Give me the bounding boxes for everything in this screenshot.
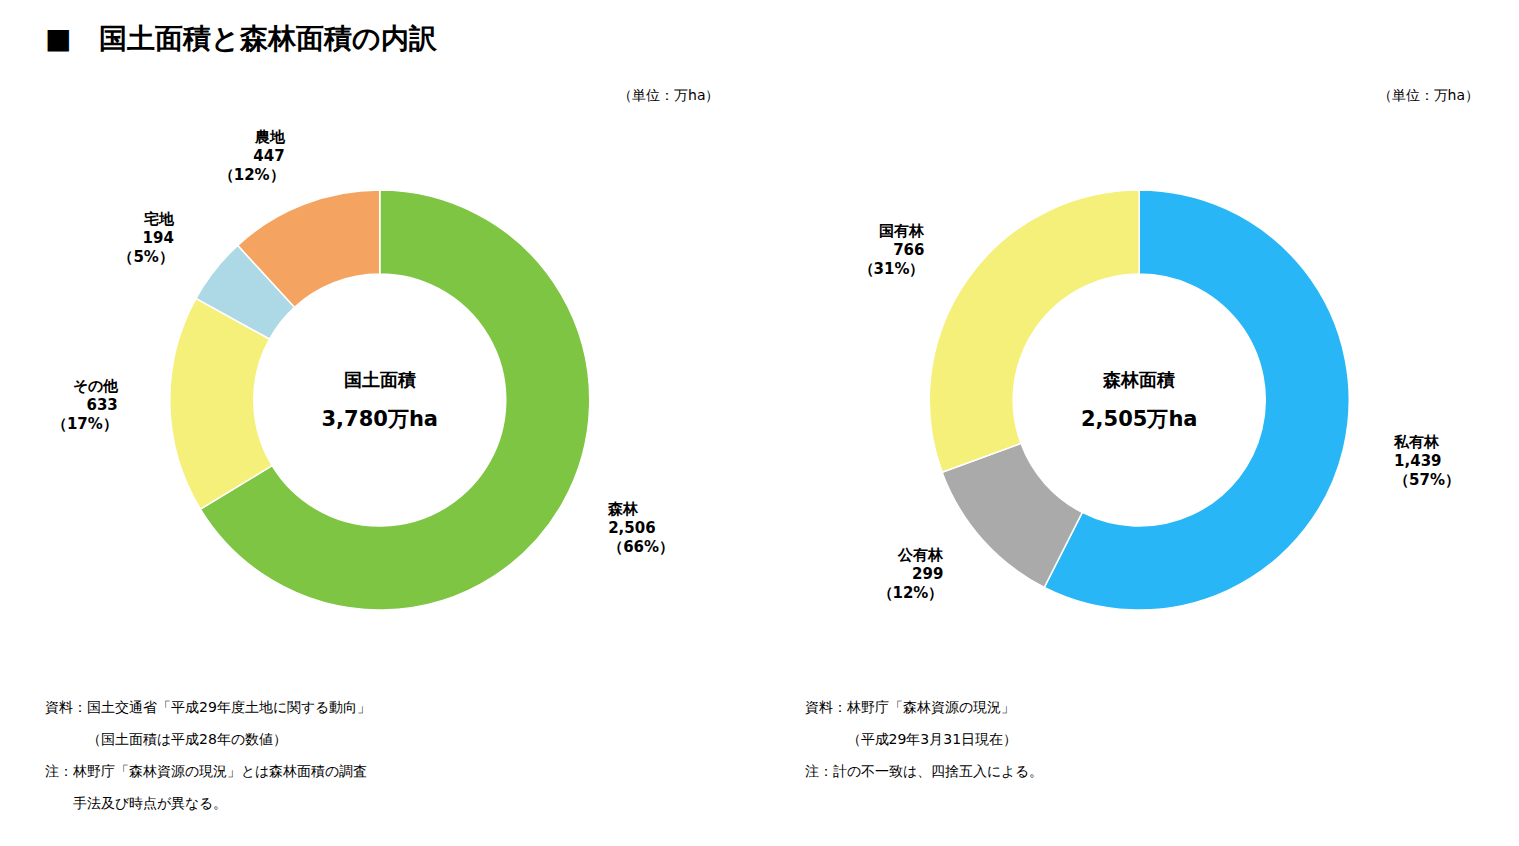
slice-label-line: 私有林	[1393, 433, 1440, 451]
center-text: 国土面積 3,780万ha	[321, 369, 438, 431]
center-text-line: 森林面積	[1102, 369, 1175, 390]
slice-label-line: 299	[912, 565, 943, 583]
slice-label-line: 633	[86, 396, 117, 414]
slice-label: 森林2,506（66%）	[607, 500, 674, 556]
donut-panel: 森林面積 2,505万ha 私有林1,439（57%） 公有林299（12%） 国有林7…	[859, 190, 1460, 610]
note: 手法及び時点が異なる。	[45, 795, 227, 811]
center-text-line: 国土面積	[344, 369, 416, 390]
slice-label-line: 447	[253, 147, 284, 165]
slice-label: その他633（17%）	[52, 377, 119, 433]
slice-label-line: （12%）	[219, 166, 285, 184]
note: （国土面積は平成28年の数値）	[45, 731, 287, 747]
slice-label: 農地447（12%）	[219, 128, 286, 184]
center-text: 森林面積 2,505万ha	[1081, 369, 1198, 431]
note: 資料：国土交通省「平成29年度土地に関する動向」	[45, 699, 371, 715]
slices	[929, 190, 1349, 610]
unit-label: （単位：万ha）	[1378, 87, 1479, 103]
chart-root: ■ 国土面積と森林面積の内訳国土面積 3,780万ha 森林2,506（66%） その…	[0, 0, 1519, 846]
note: 注：計の不一致は、四捨五入による。	[805, 763, 1043, 779]
slice-label-line: （31%）	[859, 260, 925, 278]
slice	[238, 190, 380, 307]
slice-label-line: （12%）	[877, 584, 943, 602]
slice-label: 公有林299（12%）	[877, 546, 944, 602]
center-text-line: 2,505万ha	[1081, 407, 1198, 431]
slice-label-line: 農地	[254, 128, 286, 146]
slice-label-line: 194	[143, 229, 174, 247]
slice-label-line: 国有林	[879, 222, 925, 240]
slice-label: 国有林766（31%）	[859, 222, 926, 278]
slice-label: 宅地194（5%）	[118, 210, 174, 266]
slice-label: 私有林1,439（57%）	[1393, 433, 1460, 489]
slice-label-line: 766	[893, 241, 924, 259]
slice-label-line: （57%）	[1394, 471, 1460, 489]
slice-labels: 森林2,506（66%） その他633（17%） 宅地194（5%） 農地447（12…	[52, 128, 674, 556]
note: 注：林野庁「森林資源の現況」とは森林面積の調査	[45, 763, 367, 779]
slice-label-line: 1,439	[1394, 452, 1441, 470]
unit-label: （単位：万ha）	[618, 87, 719, 103]
slice-label-line: 公有林	[897, 546, 944, 564]
slice	[200, 190, 589, 610]
slice-label-line: （17%）	[52, 415, 118, 433]
note: 資料：林野庁「森林資源の現況」	[805, 699, 1015, 715]
center-text-line: 3,780万ha	[321, 407, 438, 431]
donut-panel: 国土面積 3,780万ha 森林2,506（66%） その他633（17%） 宅地194…	[52, 128, 674, 610]
slices	[170, 190, 590, 610]
slice-label-line: （66%）	[608, 538, 674, 556]
slice-label-line: 2,506	[608, 519, 655, 537]
slice-label-line: その他	[73, 377, 119, 395]
slice-labels: 私有林1,439（57%） 公有林299（12%） 国有林766（31%）	[859, 222, 1460, 602]
slice-label-line: （5%）	[118, 248, 173, 266]
note: （平成29年3月31日現在）	[805, 731, 1018, 747]
slice-label-line: 宅地	[144, 210, 175, 228]
title: ■ 国土面積と森林面積の内訳	[45, 22, 438, 55]
slice-label-line: 森林	[607, 500, 639, 518]
